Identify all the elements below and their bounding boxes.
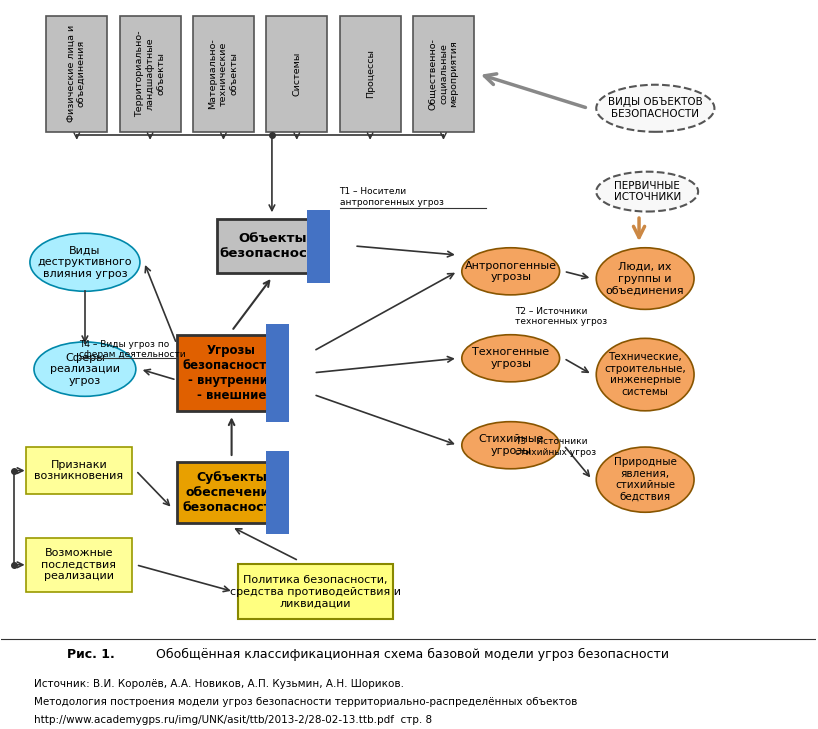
Ellipse shape: [34, 342, 136, 397]
FancyBboxPatch shape: [238, 564, 393, 619]
Ellipse shape: [596, 248, 694, 309]
Text: Рис. 1.: Рис. 1.: [66, 648, 115, 660]
FancyBboxPatch shape: [119, 16, 181, 132]
FancyBboxPatch shape: [266, 324, 289, 421]
Text: Антропогенные
угрозы: Антропогенные угрозы: [465, 260, 557, 282]
Text: Т4 – Виды угроз по
сферам деятельности: Т4 – Виды угроз по сферам деятельности: [79, 340, 186, 359]
Ellipse shape: [462, 335, 560, 382]
Text: Объекты
безопасности: Объекты безопасности: [220, 232, 325, 260]
Text: ВИДЫ ОБЪЕКТОВ
БЕЗОПАСНОСТИ: ВИДЫ ОБЪЕКТОВ БЕЗОПАСНОСТИ: [608, 98, 703, 119]
Text: Процессы: Процессы: [366, 50, 375, 98]
FancyBboxPatch shape: [177, 335, 286, 411]
Text: http://www.academygps.ru/img/UNK/asit/ttb/2013-2/28-02-13.ttb.pdf  стр. 8: http://www.academygps.ru/img/UNK/asit/tt…: [34, 715, 432, 725]
Text: Сферы
реализации
угроз: Сферы реализации угроз: [50, 353, 120, 386]
Text: Люди, их
группы и
объединения: Люди, их группы и объединения: [606, 262, 685, 295]
Text: Политика безопасности,
средства противодействия и
ликвидации: Политика безопасности, средства противод…: [230, 575, 401, 608]
Text: Возможные
последствия
реализации: Возможные последствия реализации: [41, 548, 116, 582]
Text: Признаки
возникновения: Признаки возникновения: [34, 460, 124, 481]
FancyBboxPatch shape: [26, 537, 132, 592]
Text: Системы: Системы: [292, 52, 301, 96]
Ellipse shape: [596, 447, 694, 512]
Text: Т3 – Источники
стихийных угроз: Т3 – Источники стихийных угроз: [515, 437, 596, 457]
Text: Территориально-
ландшафтные
объекты: Территориально- ландшафтные объекты: [135, 31, 165, 117]
Text: Природные
явления,
стихийные
бедствия: Природные явления, стихийные бедствия: [614, 457, 676, 502]
Ellipse shape: [596, 85, 714, 132]
Text: Источник: В.И. Королёв, А.А. Новиков, А.П. Кузьмин, А.Н. Шориков.: Источник: В.И. Королёв, А.А. Новиков, А.…: [34, 679, 404, 689]
FancyBboxPatch shape: [339, 16, 401, 132]
FancyBboxPatch shape: [193, 16, 254, 132]
FancyBboxPatch shape: [413, 16, 474, 132]
FancyBboxPatch shape: [177, 461, 286, 523]
Ellipse shape: [30, 233, 140, 292]
Text: Материально-
технические
объекты: Материально- технические объекты: [209, 39, 238, 109]
Text: Физические лица и
объединения: Физические лица и объединения: [67, 26, 87, 122]
FancyBboxPatch shape: [266, 451, 289, 534]
Text: Общественно-
социальные
мероприятия: Общественно- социальные мероприятия: [429, 38, 458, 110]
FancyBboxPatch shape: [307, 210, 330, 283]
FancyBboxPatch shape: [46, 16, 107, 132]
Text: Т2 – Источники
техногенных угроз: Т2 – Источники техногенных угроз: [515, 307, 607, 327]
Text: Виды
деструктивного
влияния угроз: Виды деструктивного влияния угроз: [38, 246, 133, 279]
Text: Технические,
строительные,
инженерные
системы: Технические, строительные, инженерные си…: [605, 352, 686, 397]
Ellipse shape: [596, 338, 694, 411]
Text: Т1 – Носители
антропогенных угроз: Т1 – Носители антропогенных угроз: [339, 187, 443, 207]
Text: Угрозы
безопасности:
- внутренние
- внешние: Угрозы безопасности: - внутренние - внеш…: [183, 344, 281, 402]
Text: Стихийные
угрозы: Стихийные угрозы: [478, 434, 543, 456]
Text: ПЕРВИЧНЫЕ
ИСТОЧНИКИ: ПЕРВИЧНЫЕ ИСТОЧНИКИ: [614, 181, 681, 203]
FancyBboxPatch shape: [26, 447, 132, 494]
Ellipse shape: [462, 421, 560, 469]
Text: Субъекты
обеспечения
безопасности: Субъекты обеспечения безопасности: [182, 471, 281, 514]
Text: Техногенные
угрозы: Техногенные угрозы: [472, 348, 549, 369]
Text: Обобщённая классификационная схема базовой модели угроз безопасности: Обобщённая классификационная схема базов…: [152, 648, 669, 661]
Text: Методология построения модели угроз безопасности территориально-распределённых о: Методология построения модели угроз безо…: [34, 697, 578, 707]
Ellipse shape: [596, 172, 698, 211]
FancyBboxPatch shape: [266, 16, 327, 132]
Ellipse shape: [462, 248, 560, 295]
FancyBboxPatch shape: [218, 219, 327, 273]
